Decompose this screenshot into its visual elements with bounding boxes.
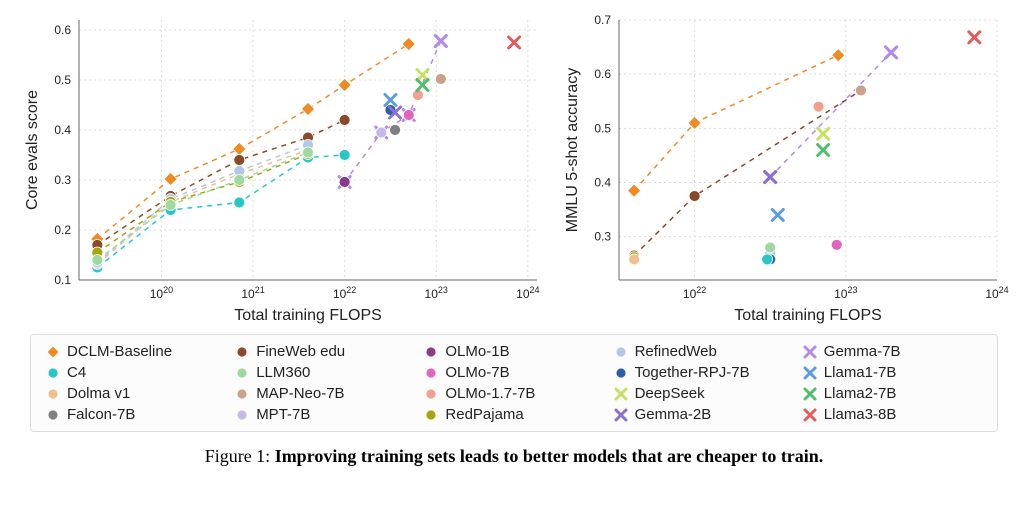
svg-text:Total training FLOPS: Total training FLOPS bbox=[734, 307, 882, 324]
legend-item: RefinedWeb bbox=[613, 343, 794, 360]
legend-marker-icon bbox=[802, 386, 818, 402]
legend-label: Falcon-7B bbox=[67, 406, 135, 423]
legend-item: DCLM-Baseline bbox=[45, 343, 226, 360]
legend-label: Dolma v1 bbox=[67, 385, 130, 402]
legend-marker-icon bbox=[613, 407, 629, 423]
legend-label: Llama2-7B bbox=[824, 385, 897, 402]
legend-label: Gemma-7B bbox=[824, 343, 901, 360]
legend-label: MPT-7B bbox=[256, 406, 310, 423]
legend-marker-icon bbox=[613, 386, 629, 402]
legend-item: Llama2-7B bbox=[802, 385, 983, 402]
legend-marker-icon bbox=[234, 365, 250, 381]
legend-marker-icon bbox=[45, 344, 61, 360]
legend-item: MPT-7B bbox=[234, 406, 415, 423]
legend-label: RedPajama bbox=[445, 406, 523, 423]
svg-text:0.3: 0.3 bbox=[594, 230, 611, 244]
svg-text:0.6: 0.6 bbox=[54, 23, 71, 37]
legend-item: OLMo-1.7-7B bbox=[423, 385, 604, 402]
legend-item: OLMo-1B bbox=[423, 343, 604, 360]
svg-text:0.3: 0.3 bbox=[54, 173, 71, 187]
legend-marker-icon bbox=[423, 344, 439, 360]
legend-marker-icon bbox=[802, 344, 818, 360]
svg-text:0.2: 0.2 bbox=[54, 223, 71, 237]
legend-item: Dolma v1 bbox=[45, 385, 226, 402]
legend-marker-icon bbox=[45, 386, 61, 402]
legend-item: Gemma-2B bbox=[613, 406, 794, 423]
core-evals-chart: 0.1 0.2 0.3 0.4 0.5 0.6 1020 1021 1022 1023 1024 To… bbox=[19, 10, 549, 330]
svg-text:1021: 1021 bbox=[241, 285, 264, 301]
legend-marker-icon bbox=[423, 407, 439, 423]
legend-item: OLMo-7B bbox=[423, 364, 604, 381]
legend-item: Llama1-7B bbox=[802, 364, 983, 381]
svg-text:0.5: 0.5 bbox=[54, 73, 71, 87]
legend-label: OLMo-1.7-7B bbox=[445, 385, 535, 402]
legend-item: Gemma-7B bbox=[802, 343, 983, 360]
legend-marker-icon bbox=[45, 365, 61, 381]
legend-marker-icon bbox=[802, 365, 818, 381]
legend-label: Llama3-8B bbox=[824, 406, 897, 423]
svg-text:1023: 1023 bbox=[834, 285, 857, 301]
legend-item: FineWeb edu bbox=[234, 343, 415, 360]
legend-label: MAP-Neo-7B bbox=[256, 385, 344, 402]
legend-item: Llama3-8B bbox=[802, 406, 983, 423]
legend-marker-icon bbox=[234, 407, 250, 423]
svg-text:0.1: 0.1 bbox=[54, 273, 71, 287]
svg-text:0.4: 0.4 bbox=[54, 123, 71, 137]
legend-label: FineWeb edu bbox=[256, 343, 345, 360]
chart-row: 0.1 0.2 0.3 0.4 0.5 0.6 1020 1021 1022 1023 1024 To… bbox=[10, 10, 1018, 330]
svg-text:Total training FLOPS: Total training FLOPS bbox=[234, 307, 382, 324]
svg-text:1022: 1022 bbox=[333, 285, 356, 301]
legend-marker-icon bbox=[234, 386, 250, 402]
legend-item: C4 bbox=[45, 364, 226, 381]
svg-text:1024: 1024 bbox=[516, 285, 539, 301]
figure-caption: Figure 1: Improving training sets leads … bbox=[10, 446, 1018, 467]
legend-marker-icon bbox=[45, 407, 61, 423]
legend-marker-icon bbox=[423, 386, 439, 402]
legend-item: RedPajama bbox=[423, 406, 604, 423]
svg-text:0.7: 0.7 bbox=[594, 13, 611, 27]
legend-label: OLMo-1B bbox=[445, 343, 509, 360]
legend-item: Together-RPJ-7B bbox=[613, 364, 794, 381]
svg-text:Core evals score: Core evals score bbox=[24, 90, 41, 210]
svg-text:1022: 1022 bbox=[683, 285, 706, 301]
legend-label: Together-RPJ-7B bbox=[635, 364, 750, 381]
svg-text:0.5: 0.5 bbox=[594, 121, 611, 135]
svg-text:0.4: 0.4 bbox=[594, 176, 611, 190]
legend-marker-icon bbox=[613, 344, 629, 360]
figure-number: Figure 1: bbox=[205, 446, 271, 466]
legend: DCLM-Baseline FineWeb edu OLMo-1B RefinedWe… bbox=[30, 334, 998, 432]
svg-text:MMLU 5-shot accuracy: MMLU 5-shot accuracy bbox=[564, 68, 581, 233]
legend-label: Llama1-7B bbox=[824, 364, 897, 381]
legend-item: Falcon-7B bbox=[45, 406, 226, 423]
legend-label: C4 bbox=[67, 364, 86, 381]
legend-marker-icon bbox=[423, 365, 439, 381]
svg-text:1023: 1023 bbox=[425, 285, 448, 301]
caption-text: Improving training sets leads to better … bbox=[275, 446, 824, 466]
legend-marker-icon bbox=[802, 407, 818, 423]
legend-label: RefinedWeb bbox=[635, 343, 717, 360]
legend-label: DeepSeek bbox=[635, 385, 705, 402]
svg-text:1024: 1024 bbox=[985, 285, 1008, 301]
legend-label: LLM360 bbox=[256, 364, 310, 381]
legend-item: DeepSeek bbox=[613, 385, 794, 402]
legend-label: Gemma-2B bbox=[635, 406, 712, 423]
mmlu-chart: 0.3 0.4 0.5 0.6 0.7 1022 1023 1024 Total trainin… bbox=[559, 10, 1009, 330]
legend-label: DCLM-Baseline bbox=[67, 343, 172, 360]
legend-marker-icon bbox=[234, 344, 250, 360]
legend-label: OLMo-7B bbox=[445, 364, 509, 381]
figure: 0.1 0.2 0.3 0.4 0.5 0.6 1020 1021 1022 1023 1024 To… bbox=[10, 10, 1018, 467]
svg-text:0.6: 0.6 bbox=[594, 67, 611, 81]
legend-item: LLM360 bbox=[234, 364, 415, 381]
svg-text:1020: 1020 bbox=[150, 285, 173, 301]
legend-marker-icon bbox=[613, 365, 629, 381]
legend-item: MAP-Neo-7B bbox=[234, 385, 415, 402]
